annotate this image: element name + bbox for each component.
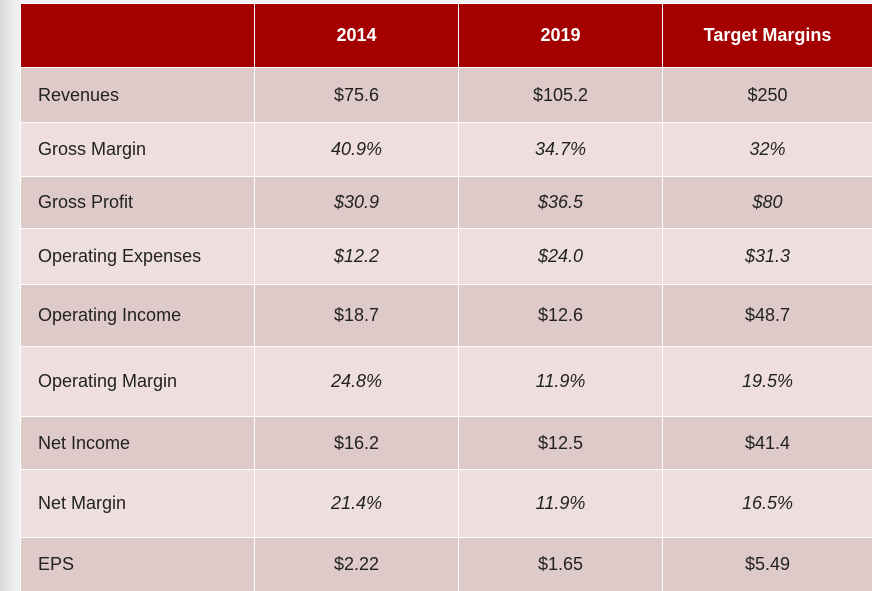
row-label: Operating Expenses xyxy=(20,228,255,285)
row-label: Gross Margin xyxy=(20,122,255,177)
cell-target: $41.4 xyxy=(662,416,872,470)
cell-2014: $12.2 xyxy=(254,228,459,285)
cell-2019: 34.7% xyxy=(458,122,663,177)
table-row: Gross Profit $30.9 $36.5 $80 xyxy=(20,176,872,229)
cell-target: $5.49 xyxy=(662,537,872,591)
cell-2019: $12.5 xyxy=(458,416,663,470)
cell-2014: $30.9 xyxy=(254,176,459,229)
row-label: Operating Income xyxy=(20,284,255,347)
table-row: Operating Expenses $12.2 $24.0 $31.3 xyxy=(20,228,872,285)
cell-2014: $2.22 xyxy=(254,537,459,591)
row-label: Net Income xyxy=(20,416,255,470)
cell-target: 32% xyxy=(662,122,872,177)
cell-2019: $105.2 xyxy=(458,67,663,123)
cell-target: $48.7 xyxy=(662,284,872,347)
header-blank-cell xyxy=(20,3,255,68)
table-row: Operating Margin 24.8% 11.9% 19.5% xyxy=(20,346,872,417)
cell-2019: $12.6 xyxy=(458,284,663,347)
cell-2014: 21.4% xyxy=(254,469,459,538)
row-label: Revenues xyxy=(20,67,255,123)
cell-target: $80 xyxy=(662,176,872,229)
table-row: Operating Income $18.7 $12.6 $48.7 xyxy=(20,284,872,347)
cell-target: 19.5% xyxy=(662,346,872,417)
row-label: EPS xyxy=(20,537,255,591)
cell-2014: $16.2 xyxy=(254,416,459,470)
header-2019: 2019 xyxy=(458,3,663,68)
cell-2014: 24.8% xyxy=(254,346,459,417)
cell-2019: $1.65 xyxy=(458,537,663,591)
table-header-row: 2014 2019 Target Margins xyxy=(20,3,872,68)
table-row: Net Margin 21.4% 11.9% 16.5% xyxy=(20,469,872,538)
header-2014: 2014 xyxy=(254,3,459,68)
row-label: Operating Margin xyxy=(20,346,255,417)
cell-2014: 40.9% xyxy=(254,122,459,177)
header-target-margins: Target Margins xyxy=(662,3,872,68)
row-label: Gross Profit xyxy=(20,176,255,229)
cell-2019: 11.9% xyxy=(458,346,663,417)
financial-table: 2014 2019 Target Margins Revenues $75.6 … xyxy=(20,3,872,591)
cell-2019: $36.5 xyxy=(458,176,663,229)
table-row: Net Income $16.2 $12.5 $41.4 xyxy=(20,416,872,470)
cell-target: 16.5% xyxy=(662,469,872,538)
financial-table-container: 2014 2019 Target Margins Revenues $75.6 … xyxy=(20,3,872,591)
cell-2014: $75.6 xyxy=(254,67,459,123)
cell-2019: $24.0 xyxy=(458,228,663,285)
table-row: Revenues $75.6 $105.2 $250 xyxy=(20,67,872,123)
cell-2014: $18.7 xyxy=(254,284,459,347)
cell-target: $250 xyxy=(662,67,872,123)
cell-2019: 11.9% xyxy=(458,469,663,538)
cell-target: $31.3 xyxy=(662,228,872,285)
table-row: Gross Margin 40.9% 34.7% 32% xyxy=(20,122,872,177)
table-row: EPS $2.22 $1.65 $5.49 xyxy=(20,537,872,591)
row-label: Net Margin xyxy=(20,469,255,538)
